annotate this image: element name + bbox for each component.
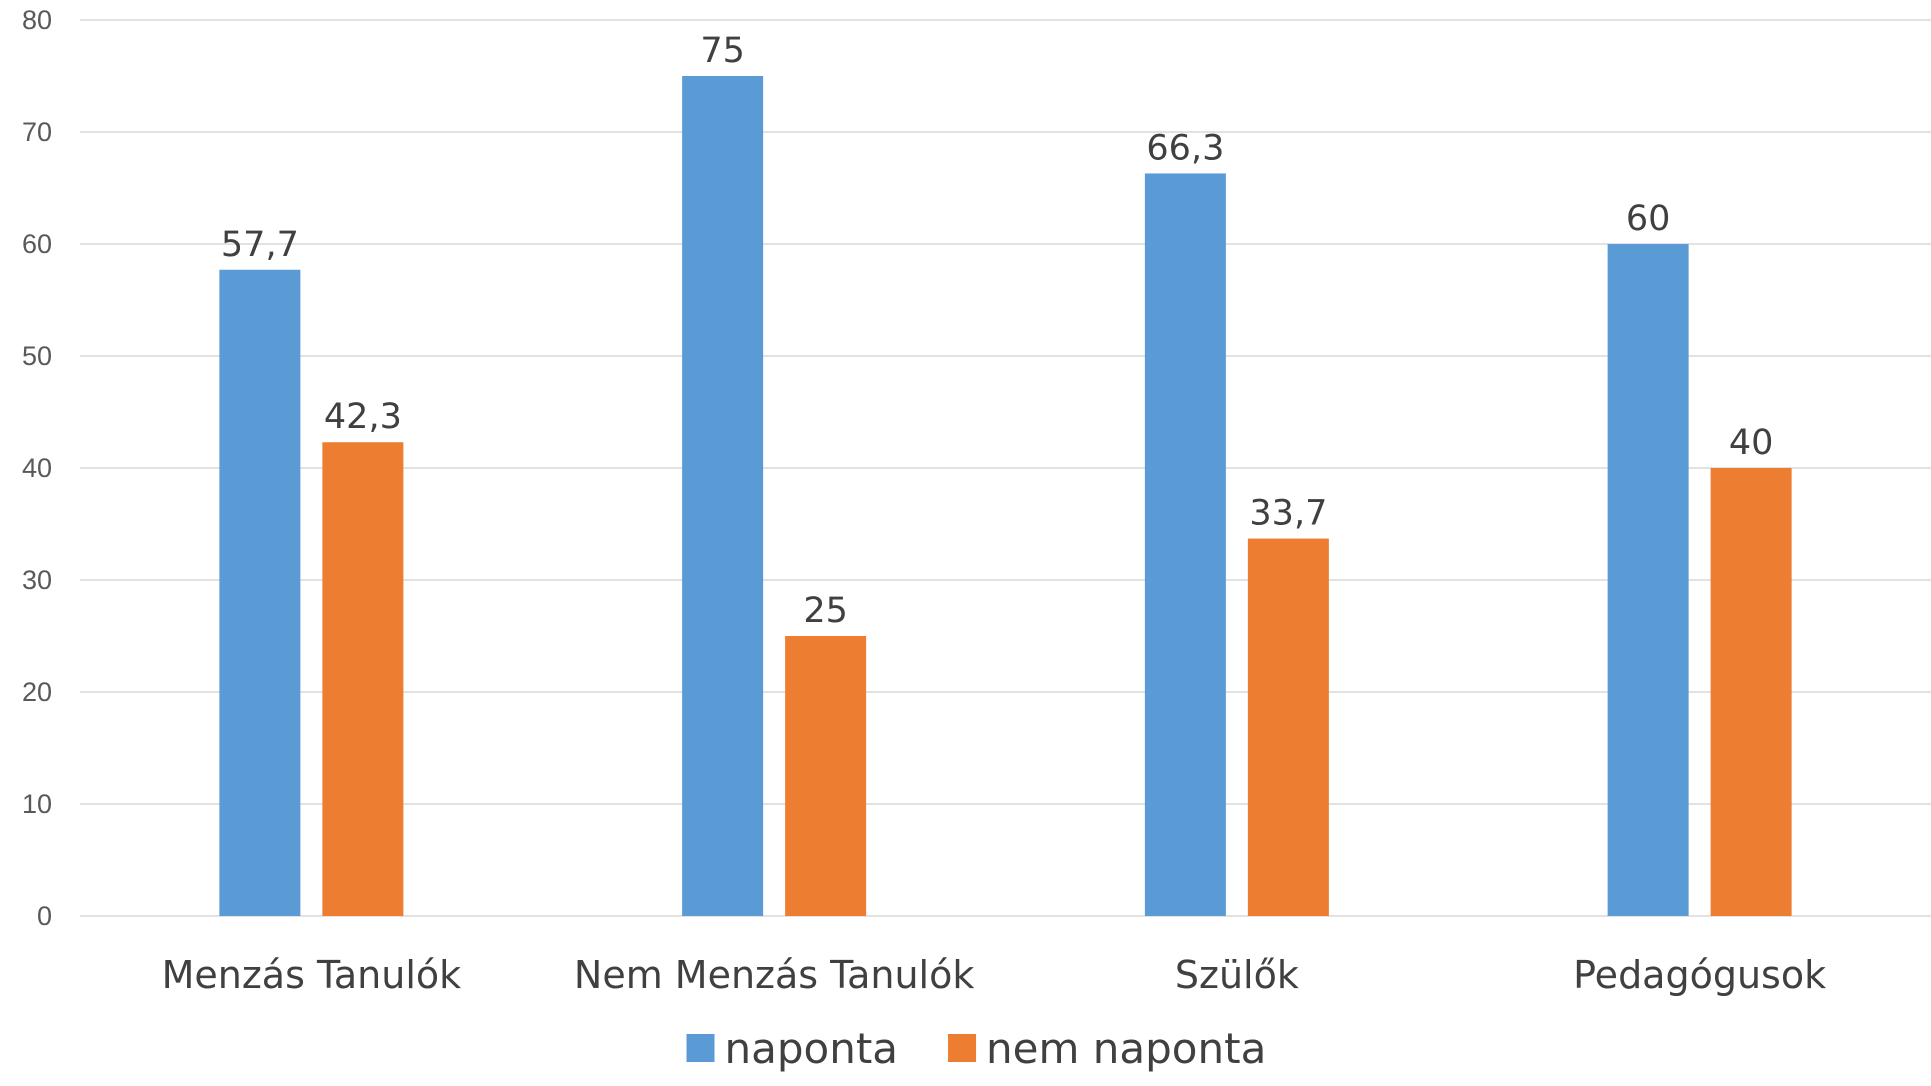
- data-label: 66,3: [1146, 128, 1224, 168]
- bar-nem-naponta: [785, 636, 867, 916]
- y-tick-label: 0: [37, 901, 52, 931]
- y-tick-label: 60: [22, 229, 52, 259]
- bar-nem-naponta: [1710, 468, 1792, 916]
- data-label: 75: [700, 31, 745, 71]
- data-label: 60: [1626, 199, 1671, 239]
- data-label: 33,7: [1249, 494, 1327, 534]
- x-category-label: Menzás Tanulók: [162, 953, 462, 997]
- bar-naponta: [1607, 244, 1689, 916]
- legend-swatch: [686, 1034, 715, 1062]
- y-tick-label: 30: [22, 565, 52, 595]
- data-label: 57,7: [221, 225, 299, 265]
- legend: naponta nem naponta: [686, 1024, 1266, 1073]
- y-tick-label: 80: [22, 5, 52, 35]
- x-category-label: Pedagógusok: [1573, 953, 1826, 997]
- legend-label: naponta: [725, 1024, 899, 1073]
- legend-swatch: [948, 1034, 977, 1062]
- bar-naponta: [1144, 173, 1226, 916]
- y-tick-label: 50: [22, 341, 52, 371]
- y-tick-label: 10: [22, 789, 52, 819]
- data-label: 42,3: [324, 397, 402, 437]
- bar-naponta: [682, 76, 764, 916]
- y-axis-ticks: 0 10 20 30 40 50 60 70 80: [22, 5, 52, 931]
- y-tick-label: 40: [22, 453, 52, 483]
- bars: [219, 76, 1792, 916]
- data-label: 25: [803, 591, 848, 631]
- data-label: 40: [1729, 423, 1774, 463]
- x-axis-categories: Menzás Tanulók Nem Menzás Tanulók Szülők Pe…: [162, 953, 1827, 997]
- x-category-label: Szülők: [1175, 953, 1299, 997]
- y-tick-label: 20: [22, 677, 52, 707]
- legend-label: nem naponta: [986, 1024, 1266, 1073]
- bar-nem-naponta: [322, 442, 404, 916]
- data-labels: 57,7 42,3 75 25 66,3 33,7 60 40: [221, 31, 1773, 631]
- bar-naponta: [219, 269, 301, 916]
- bar-nem-naponta: [1247, 538, 1329, 916]
- y-tick-label: 70: [22, 117, 52, 147]
- x-category-label: Nem Menzás Tanulók: [574, 953, 974, 997]
